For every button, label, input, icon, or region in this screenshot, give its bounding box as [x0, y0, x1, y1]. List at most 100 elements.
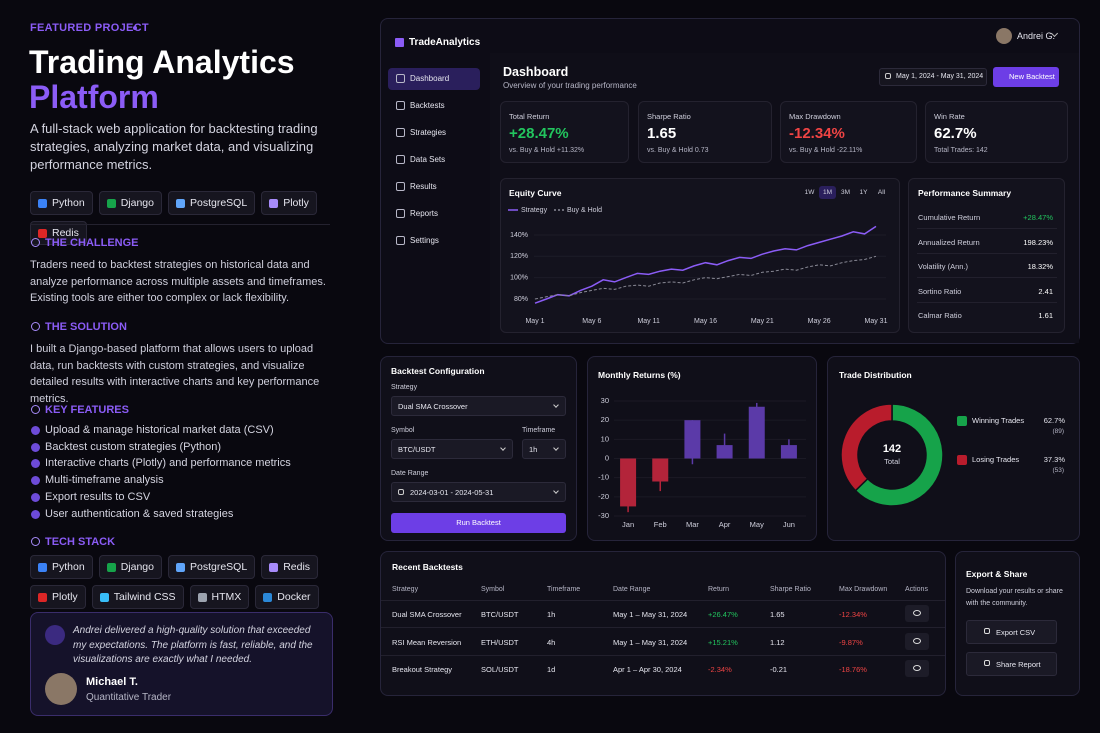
table-cell: 1.12: [770, 637, 785, 647]
nav-label: Settings: [410, 236, 439, 245]
table-cell: May 1 – May 31, 2024: [613, 637, 688, 647]
name: Michael T.: [86, 676, 138, 688]
perf-label: Sortino Ratio: [918, 286, 962, 296]
row-divider: [381, 600, 945, 601]
view-button[interactable]: [905, 632, 929, 650]
table-cell: -9.87%: [839, 637, 863, 647]
range-button[interactable]: 1Y: [859, 189, 868, 196]
table-card: [380, 551, 946, 696]
legend-value: 62.7%: [1043, 416, 1065, 425]
section-text: I built a Django-based platform that all…: [30, 343, 320, 405]
view-button[interactable]: [905, 605, 929, 622]
table-cell: RSI Mean Reversion: [392, 637, 462, 647]
badge-row: Python Django PostgreSQL Plotly Redis: [30, 191, 360, 245]
range-button[interactable]: 3M: [840, 189, 851, 196]
page-title: Dashboard: [503, 65, 569, 79]
feature-item: Backtest custom strategies (Python): [45, 440, 222, 453]
select[interactable]: 1h: [522, 439, 566, 459]
select[interactable]: Dual SMA Crossover: [391, 396, 566, 416]
section-heading: TECH STACK: [45, 536, 116, 548]
export-button[interactable]: Export CSV: [966, 620, 1057, 644]
select[interactable]: 2024-03-01 - 2024-05-31: [391, 482, 566, 502]
table-cell: +26.47%: [708, 610, 738, 619]
badge-icon: [38, 228, 47, 238]
nav-item[interactable]: Dashboard: [388, 68, 480, 90]
legend-count: (89): [1052, 428, 1064, 435]
kpi-card: Max Drawdown -12.34% vs. Buy & Hold -22.11…: [780, 101, 917, 163]
date-picker[interactable]: May 1, 2024 - May 31, 2024: [879, 68, 987, 86]
badge: Tailwind CSS: [91, 585, 184, 609]
logo-icon: [395, 38, 404, 47]
icon: [396, 128, 405, 137]
nav-item[interactable]: Strategies: [388, 122, 480, 144]
legend-value: 37.3%: [1043, 455, 1065, 464]
table-cell: 1d: [547, 665, 556, 674]
badge: Django: [98, 191, 162, 215]
icon: [396, 74, 405, 83]
kpi-card: Win Rate 62.7% Total Trades: 142: [925, 101, 1068, 163]
nav-label: Dashboard: [410, 74, 450, 83]
card-title: Trade Distribution: [839, 370, 912, 380]
icon: [984, 628, 990, 634]
icon: [396, 236, 405, 245]
badge-text: Redis: [283, 561, 311, 573]
perf-value: 2.41: [1038, 286, 1053, 296]
nav-item[interactable]: Reports: [388, 203, 480, 225]
field-label: Date Range: [391, 470, 429, 477]
icon: [31, 537, 40, 546]
caret: [500, 445, 506, 451]
badge: PostgreSQL: [167, 555, 256, 579]
row-divider: [381, 654, 945, 656]
column-header: Strategy: [392, 586, 419, 593]
avatar: [45, 673, 77, 705]
legend-swatch: [957, 455, 967, 465]
badge: HTMX: [189, 585, 250, 609]
export-button[interactable]: Share Report: [966, 652, 1057, 676]
select[interactable]: BTC/USDT: [391, 439, 513, 459]
badge-icon: [263, 592, 273, 602]
nav-item[interactable]: Data Sets: [388, 149, 480, 171]
row-divider: [381, 627, 945, 628]
row-divider: [917, 301, 1057, 303]
feature-item: User authentication & saved strategies: [45, 507, 234, 520]
nav-item[interactable]: Settings: [388, 230, 480, 252]
section-text: Traders need to backtest strategies on h…: [30, 259, 326, 304]
badge-text: PostgreSQL: [189, 197, 248, 209]
table-cell: 1.65: [770, 610, 785, 619]
nav-item[interactable]: Backtests: [388, 95, 480, 117]
nav-label: Data Sets: [410, 155, 446, 164]
page-subtitle: Overview of your trading performance: [503, 81, 637, 90]
perf-label: Annualized Return: [918, 237, 980, 247]
button-label: New Backtest: [1009, 72, 1055, 81]
caret: [553, 445, 559, 451]
section-heading: KEY FEATURES: [45, 404, 129, 416]
table-cell: +15.21%: [708, 637, 738, 647]
run-button[interactable]: Run Backtest: [391, 513, 566, 533]
icon: [31, 238, 40, 247]
check-icon: [31, 476, 40, 486]
row-divider: [917, 277, 1057, 278]
view-button[interactable]: [905, 660, 929, 677]
badge-text: Tailwind CSS: [113, 591, 176, 603]
legend-label: Losing Trades: [972, 455, 1020, 464]
table-cell: Dual SMA Crossover: [392, 610, 462, 619]
nav-item[interactable]: Results: [388, 176, 480, 198]
column-header: Max Drawdown: [839, 586, 888, 593]
badge-icon: [38, 592, 47, 602]
check-icon: [31, 459, 40, 469]
kpi-note: vs. Buy & Hold -22.11%: [789, 147, 863, 154]
kpi-note: Total Trades: 142: [934, 147, 988, 154]
check-icon: [31, 426, 40, 435]
legend-label: Winning Trades: [972, 416, 1025, 425]
range-button[interactable]: All: [877, 189, 886, 196]
kpi-label: Total Return: [509, 112, 550, 121]
new-button[interactable]: New Backtest: [993, 67, 1059, 87]
column-header: Actions: [905, 586, 928, 593]
kpi-label: Sharpe Ratio: [647, 112, 691, 121]
table-cell: -12.34%: [839, 610, 867, 619]
badge-icon: [38, 562, 47, 572]
table-cell: -0.21: [770, 665, 788, 674]
range-button[interactable]: 1M: [819, 186, 836, 199]
range-button[interactable]: 1W: [804, 189, 815, 196]
badge-icon: [99, 592, 109, 602]
